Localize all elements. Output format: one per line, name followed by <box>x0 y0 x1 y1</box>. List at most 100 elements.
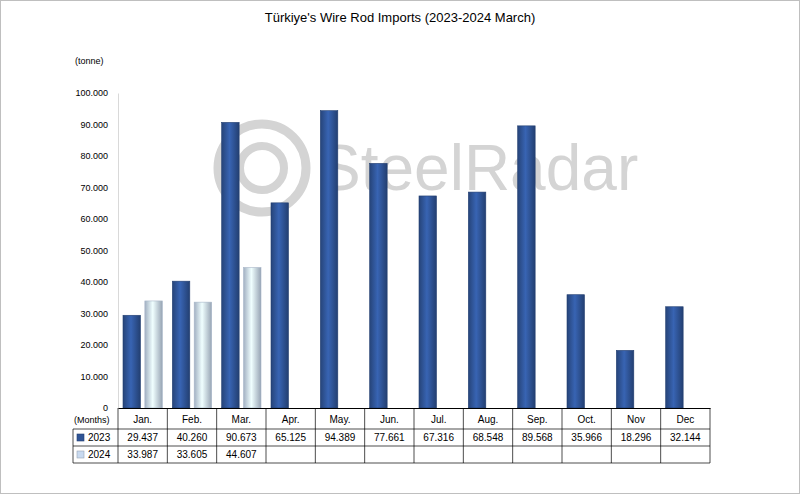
table-value: 32.144 <box>670 432 701 443</box>
y-tick: 0 <box>103 403 118 413</box>
x-tick: Jul. <box>431 408 447 425</box>
y-tick-label: 10.000 <box>80 372 108 382</box>
legend-label: 2023 <box>88 432 111 443</box>
table-line <box>414 408 415 463</box>
x-tick: Aug. <box>478 408 499 425</box>
bar <box>271 203 288 408</box>
bar <box>123 315 140 408</box>
x-tick: Jan. <box>133 408 152 425</box>
table-value: 29.437 <box>127 432 158 443</box>
y-tick-label: 100.000 <box>75 88 108 98</box>
bar <box>370 163 387 408</box>
y-tick: 100.000 <box>75 88 118 98</box>
bar <box>567 295 584 408</box>
y-tick: 40.000 <box>80 277 118 287</box>
table-line <box>73 463 710 464</box>
table-line <box>710 408 711 463</box>
table-line <box>315 408 316 463</box>
table-value: 40.260 <box>177 432 208 443</box>
x-axis-title: (Months) <box>74 415 110 425</box>
bar <box>320 111 337 408</box>
x-tick-label: Dec <box>676 414 694 425</box>
y-tick: 10.000 <box>80 372 118 382</box>
x-tick-label: Jul. <box>431 414 447 425</box>
y-tick: 30.000 <box>80 309 118 319</box>
table-line <box>266 408 267 463</box>
table-value: 68.548 <box>473 432 504 443</box>
table-value: 44.607 <box>226 449 257 460</box>
bar <box>244 267 261 408</box>
x-tick-label: Jun. <box>380 414 399 425</box>
table-value: 90.673 <box>226 432 257 443</box>
table-line <box>512 408 513 463</box>
table-value: 94.389 <box>325 432 356 443</box>
x-tick: Feb. <box>182 408 202 425</box>
y-tick-label: 80.000 <box>80 151 108 161</box>
table-value: 77.661 <box>374 432 405 443</box>
table-line <box>562 408 563 463</box>
table-line <box>118 408 119 463</box>
table-line <box>660 408 661 463</box>
legend-key <box>77 451 84 458</box>
table-value: 65.125 <box>275 432 306 443</box>
x-tick: Apr. <box>282 408 300 425</box>
y-tick-label: 60.000 <box>80 214 108 224</box>
x-tick-label: Oct. <box>577 414 595 425</box>
y-tick: 90.000 <box>80 120 118 130</box>
chart: SteelRadarTürkiye's Wire Rod Imports (20… <box>0 0 800 494</box>
bar <box>172 281 189 408</box>
x-tick: May. <box>330 408 351 425</box>
bar <box>145 301 162 408</box>
y-tick: 50.000 <box>80 246 118 256</box>
table-line <box>463 408 464 463</box>
y-tick: 70.000 <box>80 183 118 193</box>
frame <box>1 1 800 494</box>
y-axis-title: (tonne) <box>75 56 104 66</box>
x-axis-line <box>119 408 711 409</box>
y-tick: 60.000 <box>80 214 118 224</box>
x-tick: Mar. <box>232 408 251 425</box>
table-value: 18.296 <box>621 432 652 443</box>
table-line <box>611 408 612 463</box>
table-line <box>118 429 710 430</box>
table-line <box>73 446 710 447</box>
y-tick-label: 90.000 <box>80 120 108 130</box>
table-line <box>73 429 74 463</box>
title: Türkiye's Wire Rod Imports (2023-2024 Ma… <box>265 10 536 25</box>
y-tick: 80.000 <box>80 151 118 161</box>
x-tick: Sep. <box>527 408 548 425</box>
x-tick-label: Feb. <box>182 414 202 425</box>
y-tick-label: 30.000 <box>80 309 108 319</box>
x-tick: Oct. <box>577 408 595 425</box>
bar <box>194 302 211 408</box>
table-line <box>167 408 168 463</box>
x-tick-label: Aug. <box>478 414 499 425</box>
x-tick-label: Mar. <box>232 414 251 425</box>
bar <box>616 350 633 408</box>
x-tick: Jun. <box>380 408 399 425</box>
bar <box>419 196 436 408</box>
table-line <box>216 408 217 463</box>
y-axis: 0 10.000 20.000 30.000 40.000 50.000 60.000 70.… <box>75 88 118 413</box>
table-value: 35.966 <box>571 432 602 443</box>
x-tick-label: Jan. <box>133 414 152 425</box>
y-tick-label: 40.000 <box>80 277 108 287</box>
y-tick-label: 0 <box>103 403 108 413</box>
y-tick: 20.000 <box>80 340 118 350</box>
bar <box>518 126 535 408</box>
legend-label: 2024 <box>88 449 111 460</box>
y-tick-label: 20.000 <box>80 340 108 350</box>
table-line <box>73 429 118 430</box>
table-value: 89.568 <box>522 432 553 443</box>
x-axis: Jan. Feb. Mar. Apr. May. Jun. Jul. Aug. Sep. Oct.… <box>119 408 711 425</box>
x-tick: Dec <box>676 408 694 425</box>
bar <box>666 307 683 408</box>
bar <box>468 192 485 408</box>
x-tick-label: Sep. <box>527 414 548 425</box>
x-tick: Nov <box>627 408 645 425</box>
legend-key <box>77 434 84 441</box>
y-tick-label: 70.000 <box>80 183 108 193</box>
x-tick-label: Nov <box>627 414 645 425</box>
bar <box>222 122 239 408</box>
x-tick-label: May. <box>330 414 351 425</box>
